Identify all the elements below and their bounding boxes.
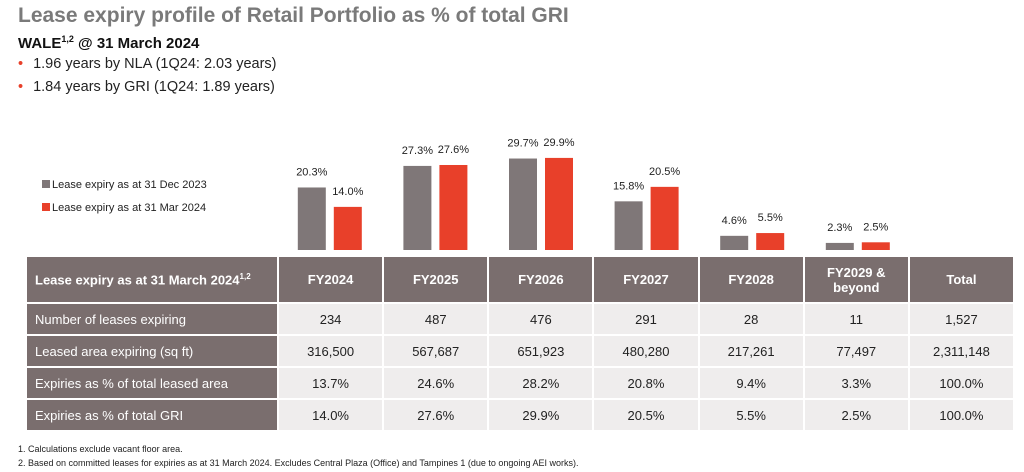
value-label: 20.3%: [296, 166, 327, 178]
value-label: 29.9%: [543, 137, 574, 149]
header-label: Lease expiry as at 31 March 2024: [35, 272, 240, 288]
cell: 20.8%: [592, 366, 700, 400]
header-row: Lease expiry as at 31 March 20241,2 FY20…: [25, 255, 1016, 304]
legend-label: Lease expiry as at 31 Mar 2024: [52, 202, 206, 214]
bar: [650, 186, 679, 250]
wale-heading: WALE1,2 @ 31 March 2024: [18, 34, 199, 52]
bar: [756, 233, 785, 250]
cell: 316,500: [276, 334, 385, 368]
cell: 5.5%: [697, 398, 805, 432]
value-label: 29.7%: [507, 138, 538, 150]
footnote: 2. Based on committed leases for expirie…: [18, 458, 579, 468]
value-label: 27.3%: [402, 145, 433, 157]
cell: 291: [592, 302, 700, 336]
footnotes: 1. Calculations exclude vacant floor are…: [18, 442, 578, 470]
bar: [333, 206, 362, 250]
bar: [297, 187, 326, 250]
cell: 234: [276, 302, 385, 336]
cell: 100.0%: [907, 398, 1016, 432]
cell: 651,923: [487, 334, 595, 368]
cell: 28.2%: [487, 366, 595, 400]
cell: 217,261: [697, 334, 805, 368]
cell: 1,527: [907, 302, 1016, 336]
category-header: FY2029 & beyond: [802, 255, 910, 304]
cell: 13.7%: [276, 366, 385, 400]
cell: 480,280: [592, 334, 700, 368]
cell: 2,311,148: [907, 334, 1016, 368]
cell: 24.6%: [382, 366, 490, 400]
value-label: 2.3%: [827, 222, 852, 234]
bullets: 1.96 years by NLA (1Q24: 2.03 years) 1.8…: [18, 56, 276, 102]
bar: [861, 242, 890, 250]
category-header: FY2025: [382, 255, 490, 304]
bar: [545, 157, 573, 250]
category-header: FY2027: [592, 255, 700, 304]
wale-date: @ 31 March 2024: [78, 35, 200, 52]
row-label: Number of leases expiring: [25, 302, 279, 336]
value-label: 5.5%: [758, 212, 783, 224]
header-sup: 1,2: [239, 271, 251, 281]
value-label: 15.8%: [613, 180, 644, 192]
table-row: Expiries as % of total leased area 13.7% 2…: [25, 366, 1016, 400]
cell: 77,497: [802, 334, 910, 368]
value-label: 4.6%: [722, 215, 747, 227]
legend-swatch: [42, 203, 50, 211]
title: Lease expiry profile of Retail Portfolio…: [18, 4, 569, 27]
cell: 476: [487, 302, 595, 336]
value-label: 27.6%: [438, 144, 469, 156]
category-header: FY2024: [276, 255, 385, 304]
cell: 487: [382, 302, 490, 336]
cell: 9.4%: [697, 366, 805, 400]
bar: [439, 164, 468, 250]
total-header: Total: [907, 255, 1016, 304]
value-label: 14.0%: [332, 186, 363, 198]
bar: [825, 242, 854, 250]
value-label: 20.5%: [649, 166, 680, 178]
cell: 567,687: [382, 334, 490, 368]
bullet: 1.84 years by GRI (1Q24: 1.89 years): [18, 79, 276, 102]
cell: 2.5%: [802, 398, 910, 432]
row-label: Leased area expiring (sq ft): [25, 334, 279, 368]
cell: 100.0%: [907, 366, 1016, 400]
header-cell: Lease expiry as at 31 March 20241,2: [25, 255, 279, 304]
bullet: 1.96 years by NLA (1Q24: 2.03 years): [18, 56, 276, 79]
lease-table: Lease expiry as at 31 March 20241,2 FY20…: [25, 255, 1016, 432]
category-header: FY2026: [487, 255, 595, 304]
bar: [614, 201, 643, 250]
cell: 28: [697, 302, 805, 336]
cell: 14.0%: [276, 398, 385, 432]
cell: 11: [802, 302, 910, 336]
table-row: Number of leases expiring 234 487 476 291 28 1…: [25, 302, 1016, 336]
value-label: 2.5%: [863, 221, 888, 233]
table-row: Expiries as % of total GRI 14.0% 27.6% 29.9…: [25, 398, 1016, 432]
cell: 20.5%: [592, 398, 700, 432]
row-label: Expiries as % of total GRI: [25, 398, 279, 432]
table-row: Leased area expiring (sq ft) 316,500 567,6…: [25, 334, 1016, 368]
category-header: FY2028: [697, 255, 805, 304]
bar: [509, 158, 537, 250]
legend-label: Lease expiry as at 31 Dec 2023: [52, 179, 207, 191]
chart: 20.3% 27.3% 29.7% 15.8% 4.6% 2.3% Lease expiry…: [42, 137, 890, 250]
legend-swatch: [42, 180, 50, 188]
bar: [403, 165, 432, 250]
cell: 27.6%: [382, 398, 490, 432]
table-body: Number of leases expiring 234 487 476 291 28 1…: [25, 302, 1016, 432]
footnote: 1. Calculations exclude vacant floor are…: [18, 444, 183, 454]
cell: 29.9%: [487, 398, 595, 432]
bar: [720, 235, 749, 250]
wale-label: WALE: [18, 35, 62, 52]
wale-sup: 1,2: [61, 34, 74, 44]
row-label: Expiries as % of total leased area: [25, 366, 279, 400]
cell: 3.3%: [802, 366, 910, 400]
